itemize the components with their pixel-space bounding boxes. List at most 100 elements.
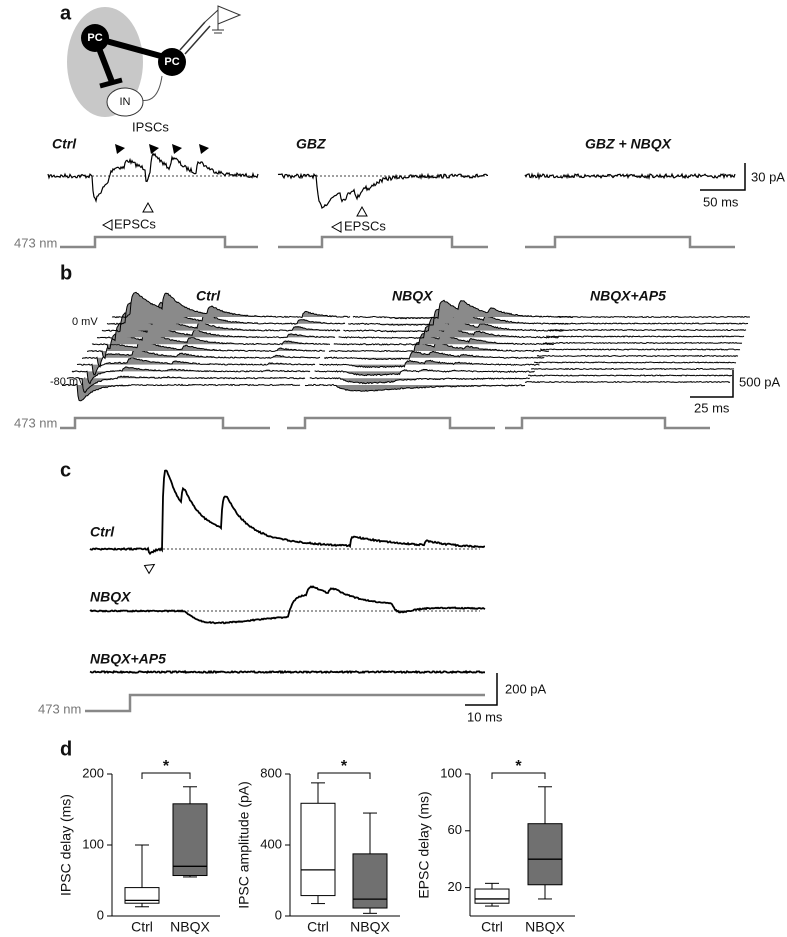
y-tick-label: 0 <box>275 907 282 922</box>
trace <box>527 374 733 377</box>
trace <box>551 322 749 325</box>
x-tick-label: NBQX <box>170 919 210 935</box>
trace <box>81 347 321 368</box>
significance-label: * <box>515 758 522 775</box>
box <box>300 802 336 897</box>
x-tick-label: Ctrl <box>307 919 329 935</box>
scale-label: 10 ms <box>467 709 503 724</box>
trace <box>533 361 737 364</box>
y-axis-label: EPSC delay (ms) <box>416 791 432 898</box>
box <box>474 888 510 904</box>
trace-title: NBQX <box>392 288 434 304</box>
significance-bracket <box>317 772 371 779</box>
scale-bar <box>700 163 746 191</box>
significance-label: * <box>163 758 170 775</box>
voltage-label: 0 mV <box>72 316 98 328</box>
y-tick-label: 200 <box>82 765 104 780</box>
trace <box>89 669 485 675</box>
trace <box>542 341 743 345</box>
trace-fill <box>62 384 300 401</box>
trace <box>66 375 306 394</box>
trace <box>86 338 326 360</box>
trace <box>536 354 739 358</box>
synapse <box>99 77 123 89</box>
trace-title: GBZ + NBQX <box>585 136 673 152</box>
traces <box>47 152 750 675</box>
trace <box>540 348 741 351</box>
box <box>352 853 388 909</box>
trace-title: NBQX <box>90 589 132 605</box>
trace-fill <box>82 348 320 367</box>
scale-label: 25 ms <box>694 400 730 415</box>
trace-fill <box>77 357 315 375</box>
box-plots: 0 100 200 IPSC delay (ms) Ctrl NBQX * 0 400 800 IP… <box>58 758 575 935</box>
trace <box>548 328 747 332</box>
trace <box>524 171 736 181</box>
trace <box>111 291 351 319</box>
trace <box>61 383 301 402</box>
panel-label: d <box>60 738 72 760</box>
trace <box>314 368 535 377</box>
trace-fill <box>72 366 310 384</box>
box <box>172 803 208 877</box>
arrowheads <box>115 144 209 154</box>
significance-label: * <box>341 758 348 775</box>
scale-bar <box>690 370 734 398</box>
trace <box>524 380 731 384</box>
trace <box>277 172 488 209</box>
x-tick-label: NBQX <box>525 919 565 935</box>
trace-title: NBQX+AP5 <box>590 288 666 304</box>
trace <box>47 152 259 204</box>
scale-label: 200 pA <box>505 681 547 696</box>
trace-fill <box>329 342 549 352</box>
trace <box>530 367 735 371</box>
trace <box>555 315 750 319</box>
trace <box>71 366 311 385</box>
trace <box>76 356 316 376</box>
scale-label: 30 pA <box>751 169 785 184</box>
panel-label: a <box>60 2 72 24</box>
trace <box>89 585 486 625</box>
cell-label: PC <box>87 32 102 44</box>
y-tick-label: 800 <box>260 765 282 780</box>
amplifier <box>217 5 242 25</box>
light-label: 473 nm <box>14 235 57 250</box>
ipsc-label: IPSCs <box>132 119 169 134</box>
y-tick-label: 0 <box>97 907 104 922</box>
light-label: 473 nm <box>14 415 57 430</box>
trace-fill <box>314 369 535 376</box>
panel-label: c <box>60 459 71 481</box>
trace <box>91 329 331 350</box>
scale-label: 50 ms <box>703 194 739 209</box>
epsc-label: EPSCs <box>344 218 386 233</box>
y-tick-label: 20 <box>448 879 462 894</box>
open-arrowhead <box>143 563 156 575</box>
trace-fill <box>309 377 530 384</box>
scale-bar <box>465 673 498 706</box>
trace-title: Ctrl <box>52 136 77 152</box>
light-label: 473 nm <box>38 701 81 716</box>
trace <box>309 377 531 385</box>
y-axis-label: IPSC amplitude (pA) <box>236 781 252 909</box>
electrode <box>179 21 211 55</box>
cell-label: PC <box>164 56 179 68</box>
trace <box>304 383 526 392</box>
light-step <box>60 416 710 430</box>
y-tick-label: 100 <box>440 765 462 780</box>
box <box>124 887 160 904</box>
trace-title: NBQX+AP5 <box>90 651 166 667</box>
significance-bracket <box>491 772 546 779</box>
light-step <box>85 693 485 713</box>
y-tick-label: 60 <box>448 822 462 837</box>
x-tick-label: NBQX <box>350 919 390 935</box>
x-tick-label: Ctrl <box>481 919 503 935</box>
open-arrowheads <box>101 201 368 233</box>
trace-fill <box>333 333 554 345</box>
trace-fill <box>343 317 564 332</box>
box <box>527 823 563 886</box>
panel-label: b <box>60 262 72 284</box>
scale-label: 500 pA <box>739 374 781 389</box>
trace <box>319 359 540 369</box>
trace-fill <box>348 308 569 326</box>
significance-bracket <box>141 772 191 779</box>
